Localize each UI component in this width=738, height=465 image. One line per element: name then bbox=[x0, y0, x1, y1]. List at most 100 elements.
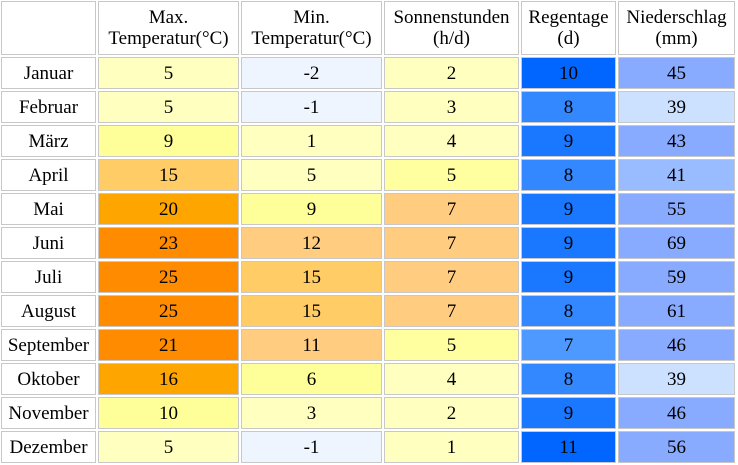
precipitation-cell: 61 bbox=[618, 295, 735, 327]
precipitation-cell: 69 bbox=[618, 227, 735, 259]
header-max-temp-line2: Temperatur(°C) bbox=[108, 28, 229, 49]
max-temp-cell: 5 bbox=[98, 91, 239, 123]
precipitation-cell: 56 bbox=[618, 431, 735, 463]
precipitation-cell: 39 bbox=[618, 363, 735, 395]
sunshine-cell: 2 bbox=[384, 397, 519, 429]
sunshine-cell: 7 bbox=[384, 227, 519, 259]
header-precipitation-line1: Niederschlag bbox=[626, 7, 727, 28]
max-temp-cell: 5 bbox=[98, 57, 239, 89]
sunshine-cell: 7 bbox=[384, 261, 519, 293]
sunshine-cell: 1 bbox=[384, 431, 519, 463]
sunshine-cell: 7 bbox=[384, 193, 519, 225]
min-temp-cell: 12 bbox=[241, 227, 382, 259]
month-cell: April bbox=[1, 159, 96, 191]
precipitation-cell: 39 bbox=[618, 91, 735, 123]
rain-days-cell: 8 bbox=[521, 159, 616, 191]
header-max-temp: Max. Temperatur(°C) bbox=[98, 1, 239, 55]
max-temp-cell: 15 bbox=[98, 159, 239, 191]
precipitation-cell: 59 bbox=[618, 261, 735, 293]
sunshine-cell: 5 bbox=[384, 329, 519, 361]
month-cell: Februar bbox=[1, 91, 96, 123]
max-temp-cell: 10 bbox=[98, 397, 239, 429]
table-body: Januar 5 -2 2 10 45 Februar 5 -1 3 8 39 März 9 1 4 9 43 Ap… bbox=[1, 57, 735, 463]
sunshine-cell: 2 bbox=[384, 57, 519, 89]
min-temp-cell: 15 bbox=[241, 295, 382, 327]
header-rain-days-line2: (d) bbox=[557, 28, 580, 49]
max-temp-cell: 23 bbox=[98, 227, 239, 259]
header-sunshine-line1: Sonnenstunden bbox=[393, 7, 510, 28]
header-sunshine-line2: (h/d) bbox=[433, 28, 470, 49]
table-row: Februar 5 -1 3 8 39 bbox=[1, 91, 735, 123]
month-cell: September bbox=[1, 329, 96, 361]
month-cell: August bbox=[1, 295, 96, 327]
min-temp-cell: -1 bbox=[241, 431, 382, 463]
rain-days-cell: 9 bbox=[521, 227, 616, 259]
rain-days-cell: 10 bbox=[521, 57, 616, 89]
month-cell: November bbox=[1, 397, 96, 429]
min-temp-cell: 3 bbox=[241, 397, 382, 429]
month-cell: Juni bbox=[1, 227, 96, 259]
month-cell: März bbox=[1, 125, 96, 157]
rain-days-cell: 8 bbox=[521, 363, 616, 395]
sunshine-cell: 4 bbox=[384, 363, 519, 395]
table-row: Dezember 5 -1 1 11 56 bbox=[1, 431, 735, 463]
table-row: Januar 5 -2 2 10 45 bbox=[1, 57, 735, 89]
precipitation-cell: 46 bbox=[618, 397, 735, 429]
header-row: Max. Temperatur(°C) Min. Temperatur(°C) Sonn… bbox=[1, 1, 735, 55]
precipitation-cell: 45 bbox=[618, 57, 735, 89]
max-temp-cell: 16 bbox=[98, 363, 239, 395]
table-row: März 9 1 4 9 43 bbox=[1, 125, 735, 157]
table-row: September 21 11 5 7 46 bbox=[1, 329, 735, 361]
header-rain-days-line1: Regentage bbox=[528, 7, 609, 28]
rain-days-cell: 11 bbox=[521, 431, 616, 463]
precipitation-cell: 55 bbox=[618, 193, 735, 225]
table-row: Oktober 16 6 4 8 39 bbox=[1, 363, 735, 395]
month-cell: Januar bbox=[1, 57, 96, 89]
min-temp-cell: -1 bbox=[241, 91, 382, 123]
precipitation-cell: 43 bbox=[618, 125, 735, 157]
max-temp-cell: 21 bbox=[98, 329, 239, 361]
header-precipitation: Niederschlag (mm) bbox=[618, 1, 735, 55]
max-temp-cell: 9 bbox=[98, 125, 239, 157]
header-min-temp: Min. Temperatur(°C) bbox=[241, 1, 382, 55]
table-row: August 25 15 7 8 61 bbox=[1, 295, 735, 327]
header-precipitation-line2: (mm) bbox=[655, 28, 698, 49]
header-corner bbox=[1, 1, 96, 55]
table-row: November 10 3 2 9 46 bbox=[1, 397, 735, 429]
precipitation-cell: 46 bbox=[618, 329, 735, 361]
min-temp-cell: 9 bbox=[241, 193, 382, 225]
month-cell: Juli bbox=[1, 261, 96, 293]
header-min-temp-line1: Min. bbox=[293, 7, 330, 28]
rain-days-cell: 9 bbox=[521, 261, 616, 293]
max-temp-cell: 25 bbox=[98, 261, 239, 293]
max-temp-cell: 5 bbox=[98, 431, 239, 463]
sunshine-cell: 5 bbox=[384, 159, 519, 191]
min-temp-cell: 5 bbox=[241, 159, 382, 191]
max-temp-cell: 20 bbox=[98, 193, 239, 225]
rain-days-cell: 9 bbox=[521, 125, 616, 157]
min-temp-cell: 6 bbox=[241, 363, 382, 395]
header-sunshine: Sonnenstunden (h/d) bbox=[384, 1, 519, 55]
min-temp-cell: -2 bbox=[241, 57, 382, 89]
min-temp-cell: 1 bbox=[241, 125, 382, 157]
min-temp-cell: 15 bbox=[241, 261, 382, 293]
rain-days-cell: 8 bbox=[521, 295, 616, 327]
sunshine-cell: 4 bbox=[384, 125, 519, 157]
month-cell: Oktober bbox=[1, 363, 96, 395]
sunshine-cell: 3 bbox=[384, 91, 519, 123]
rain-days-cell: 7 bbox=[521, 329, 616, 361]
table-row: Mai 20 9 7 9 55 bbox=[1, 193, 735, 225]
month-cell: Dezember bbox=[1, 431, 96, 463]
rain-days-cell: 8 bbox=[521, 91, 616, 123]
precipitation-cell: 41 bbox=[618, 159, 735, 191]
rain-days-cell: 9 bbox=[521, 193, 616, 225]
max-temp-cell: 25 bbox=[98, 295, 239, 327]
header-min-temp-line2: Temperatur(°C) bbox=[251, 28, 372, 49]
table-row: April 15 5 5 8 41 bbox=[1, 159, 735, 191]
header-max-temp-line1: Max. bbox=[148, 7, 189, 28]
min-temp-cell: 11 bbox=[241, 329, 382, 361]
table-row: Juni 23 12 7 9 69 bbox=[1, 227, 735, 259]
table-row: Juli 25 15 7 9 59 bbox=[1, 261, 735, 293]
sunshine-cell: 7 bbox=[384, 295, 519, 327]
